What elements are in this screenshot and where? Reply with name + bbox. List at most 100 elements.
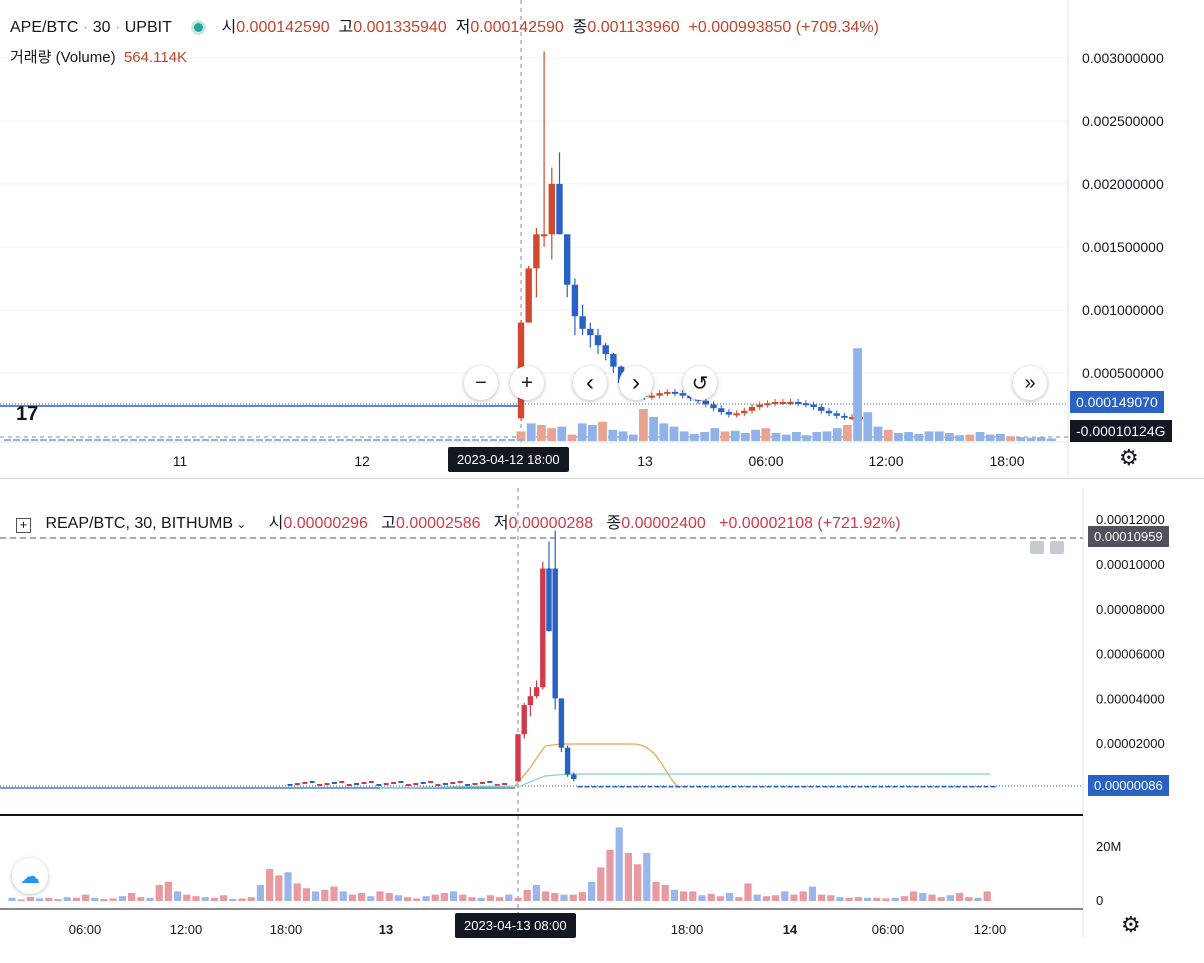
candle-body — [906, 786, 912, 788]
ohlc-high-label: 고 — [338, 19, 354, 36]
volume-bar — [744, 883, 752, 901]
scroll-forward-button[interactable]: › — [619, 366, 653, 400]
x-tick-label: 12:00 — [868, 453, 903, 469]
candle-body — [815, 786, 821, 788]
volume-bar — [468, 897, 476, 901]
volume-bar — [348, 894, 356, 901]
candle-body — [848, 417, 856, 420]
volume-bar — [211, 439, 218, 441]
volume-bar — [628, 434, 638, 441]
candle-body — [682, 786, 688, 788]
candle-body — [546, 568, 552, 632]
volume-bar — [608, 429, 618, 441]
candle-body — [346, 784, 352, 786]
volume-bar — [700, 432, 709, 441]
volume-bar — [716, 896, 724, 901]
candle-body — [948, 786, 954, 788]
orange-indicator-line — [379, 743, 681, 789]
symbol-label[interactable]: REAP/BTC, 30, BITHUMB — [45, 515, 234, 532]
gear-icon[interactable]: ⚙ — [1121, 912, 1141, 937]
candle-body — [633, 786, 639, 788]
candle-body — [857, 786, 863, 788]
volume-bar — [312, 891, 320, 901]
ohlc-close-label: 종 — [606, 515, 622, 532]
volume-bar — [624, 853, 632, 901]
gear-icon[interactable]: ⚙ — [1119, 445, 1139, 470]
volume-bar — [319, 439, 326, 441]
volume-bar — [505, 894, 513, 901]
scroll-to-realtime-button[interactable]: » — [1013, 366, 1047, 400]
volume-bar — [588, 425, 597, 441]
candle-body — [741, 410, 748, 414]
candle-body — [878, 786, 884, 788]
ohlc-open-label: 시 — [268, 515, 284, 532]
crosshair-time-tag: 2023-04-13 08:00 — [455, 913, 576, 938]
volume-bar — [843, 425, 852, 441]
volume-bar — [301, 439, 308, 441]
scale-down-icon[interactable] — [1030, 541, 1044, 554]
ohlc-high-value: 0.001335940 — [353, 19, 447, 36]
reap-btc-chart-canvas: 0.00012000 0.00010000 0.00008000 0.00006000… — [0, 488, 1165, 938]
candle-body — [656, 393, 663, 396]
volume-bar — [284, 872, 292, 901]
chevron-down-icon[interactable]: ⌄ — [233, 517, 247, 531]
ohlc-low-label: 저 — [493, 515, 509, 532]
interval-label[interactable]: 30 — [92, 19, 111, 36]
candle-body — [764, 403, 771, 406]
volume-bar — [854, 897, 862, 901]
candle-body — [302, 782, 308, 784]
candle-body — [733, 413, 740, 416]
candle-body — [771, 401, 779, 404]
volume-bar — [669, 426, 679, 441]
volume-bar — [63, 897, 71, 901]
zoom-out-button[interactable]: − — [464, 366, 498, 400]
volume-bar — [431, 894, 439, 901]
volume-bar — [883, 429, 893, 441]
candle-body — [795, 401, 802, 404]
volume-bar — [409, 439, 416, 441]
collapse-legend-icon[interactable]: + — [16, 518, 31, 533]
volume-bar — [827, 895, 835, 901]
y-tick-label: 0.00002000 — [1096, 736, 1165, 751]
volume-bar — [771, 433, 781, 441]
volume-bar — [689, 891, 697, 901]
volume-bar — [891, 897, 899, 901]
candle-body — [664, 391, 671, 394]
volume-bar — [812, 432, 822, 441]
volume-bar — [302, 888, 310, 901]
volume-bar — [310, 439, 317, 441]
volume-bar — [256, 439, 263, 441]
volume-bar — [238, 439, 245, 441]
volume-bar — [808, 886, 816, 901]
scale-up-icon[interactable] — [1050, 541, 1064, 554]
candle-body — [287, 784, 293, 786]
volume-bar — [418, 439, 425, 441]
candle-body — [605, 786, 611, 788]
volume-bar — [283, 439, 290, 441]
zoom-in-button[interactable]: + — [510, 366, 544, 400]
candle-body — [294, 783, 300, 785]
candle-body — [339, 781, 345, 783]
tradingview-logo-icon[interactable]: 17 — [16, 403, 39, 425]
volume-bar — [31, 439, 38, 441]
volume-bar — [557, 426, 567, 441]
candle-body — [766, 786, 772, 788]
candle-body — [794, 786, 800, 788]
scroll-back-button[interactable]: ‹ — [573, 366, 607, 400]
volume-bar — [427, 439, 434, 441]
last-price-tag: 0.00000086 — [1088, 775, 1169, 796]
volume-bar — [109, 898, 117, 901]
change-value: +0.00002108 (+721.92%) — [719, 515, 901, 532]
volume-bar — [643, 853, 651, 901]
candle-body — [579, 316, 586, 329]
volume-bar — [8, 897, 16, 901]
volume-bar — [945, 433, 954, 441]
volume-bar — [799, 891, 807, 901]
volume-bar — [72, 897, 80, 901]
cloud-icon[interactable]: ☁ — [12, 858, 48, 894]
reset-chart-button[interactable]: ↺ — [683, 366, 717, 400]
volume-bar — [873, 897, 881, 901]
symbol-label[interactable]: APE/BTC — [10, 19, 79, 36]
y-tick-label: 0.003000000 — [1082, 50, 1164, 66]
candle-body — [571, 284, 579, 317]
